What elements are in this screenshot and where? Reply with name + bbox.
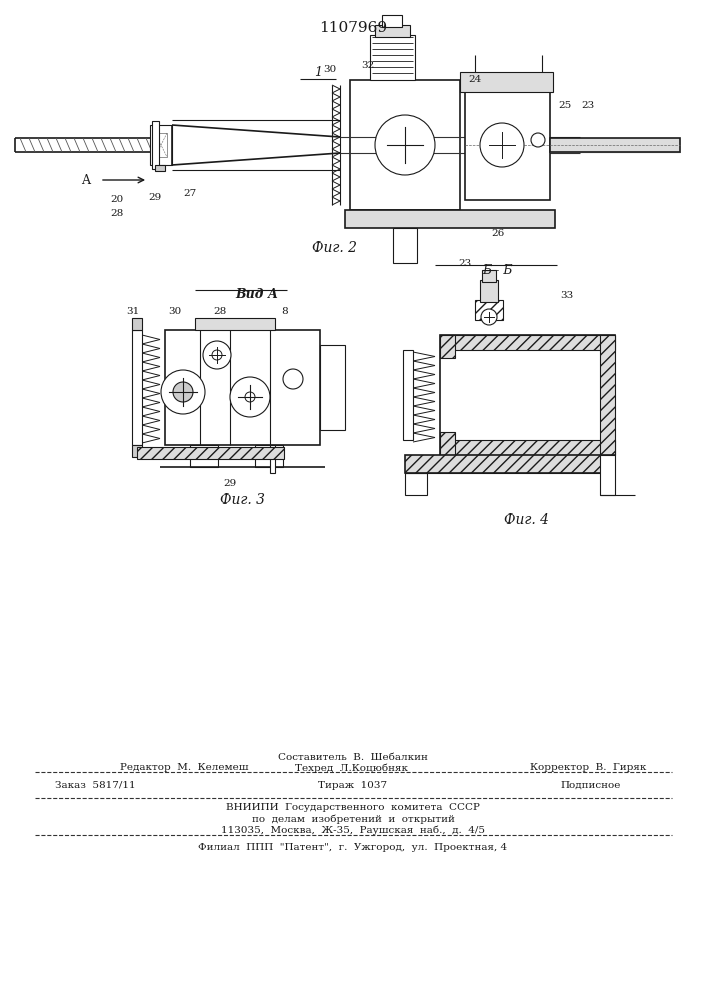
Text: 24: 24 — [468, 76, 481, 85]
Text: Редактор  М.  Келемеш: Редактор М. Келемеш — [120, 764, 248, 772]
Bar — [150, 125, 172, 165]
Bar — [152, 121, 159, 169]
Bar — [132, 330, 142, 445]
Text: 28: 28 — [214, 308, 227, 316]
Bar — [550, 138, 680, 152]
Text: Тираж  1037: Тираж 1037 — [318, 780, 387, 790]
Bar — [137, 447, 284, 459]
Circle shape — [173, 382, 193, 402]
Text: 31: 31 — [127, 308, 139, 316]
Circle shape — [212, 350, 222, 360]
Bar — [440, 335, 455, 358]
Bar — [190, 445, 218, 467]
Text: 29: 29 — [223, 479, 237, 488]
Bar — [132, 318, 142, 330]
Bar — [440, 335, 615, 350]
Text: Фиг. 2: Фиг. 2 — [312, 241, 358, 255]
Bar — [195, 318, 275, 330]
Text: Филиал  ППП  "Патент",  г.  Ужгород,  ул.  Проектная, 4: Филиал ППП "Патент", г. Ужгород, ул. Про… — [199, 844, 508, 852]
Text: 29: 29 — [148, 192, 162, 202]
Bar — [350, 80, 460, 210]
Bar — [393, 228, 417, 263]
Text: 32: 32 — [361, 60, 375, 70]
Text: Корректор  В.  Гиряк: Корректор В. Гиряк — [530, 764, 646, 772]
Bar — [440, 335, 615, 455]
Circle shape — [203, 341, 231, 369]
Text: 23: 23 — [458, 258, 472, 267]
Bar — [375, 25, 410, 37]
Text: 25: 25 — [559, 101, 572, 109]
Circle shape — [480, 123, 524, 167]
Bar — [405, 455, 615, 473]
Bar — [155, 133, 167, 157]
Text: 26: 26 — [491, 229, 505, 237]
Text: Составитель  В.  Шебалкин: Составитель В. Шебалкин — [278, 752, 428, 762]
Text: 20: 20 — [110, 196, 124, 205]
Text: A: A — [81, 174, 90, 186]
Text: 113035,  Москва,  Ж-35,  Раушская  наб.,  д.  4/5: 113035, Москва, Ж-35, Раушская наб., д. … — [221, 825, 485, 835]
Bar — [165, 330, 320, 445]
Circle shape — [481, 309, 497, 325]
Text: ВНИИПИ  Государственного  комитета  СССР: ВНИИПИ Государственного комитета СССР — [226, 804, 480, 812]
Text: 30: 30 — [323, 66, 337, 75]
Bar — [480, 280, 498, 302]
Text: по  делам  изобретений  и  открытий: по делам изобретений и открытий — [252, 814, 455, 824]
Bar — [370, 35, 415, 80]
Bar — [345, 210, 555, 228]
Text: 28: 28 — [110, 209, 124, 218]
Bar — [255, 445, 283, 467]
Circle shape — [531, 133, 545, 147]
Bar — [132, 445, 142, 457]
Bar — [403, 350, 413, 440]
Bar — [600, 455, 615, 495]
Text: 27: 27 — [183, 188, 197, 198]
Bar — [382, 15, 402, 27]
Text: Фиг. 4: Фиг. 4 — [505, 513, 549, 527]
Bar — [440, 432, 455, 455]
Text: 1: 1 — [314, 66, 322, 79]
Circle shape — [230, 377, 270, 417]
Circle shape — [375, 115, 435, 175]
Text: Заказ  5817/11: Заказ 5817/11 — [55, 780, 136, 790]
Bar — [465, 90, 550, 200]
Text: Техред  Л.Коцюбняк: Техред Л.Коцюбняк — [295, 763, 408, 773]
Bar — [600, 335, 615, 455]
Text: 1107969: 1107969 — [319, 21, 387, 35]
Bar — [270, 445, 275, 473]
Text: Фиг. 3: Фиг. 3 — [219, 493, 264, 507]
Text: 23: 23 — [581, 101, 595, 109]
Circle shape — [245, 392, 255, 402]
Text: Подписное: Подписное — [560, 780, 620, 790]
Bar — [405, 473, 427, 495]
Text: Вид А: Вид А — [235, 288, 279, 302]
Bar — [482, 270, 496, 282]
Bar — [320, 345, 345, 430]
Bar — [155, 165, 165, 171]
Text: 30: 30 — [168, 308, 182, 316]
Text: 8: 8 — [281, 308, 288, 316]
Bar — [440, 440, 615, 455]
Circle shape — [161, 370, 205, 414]
Bar — [475, 300, 503, 320]
Circle shape — [283, 369, 303, 389]
Text: 33: 33 — [561, 290, 573, 300]
Bar — [460, 72, 553, 92]
Text: Б - Б: Б - Б — [481, 263, 513, 276]
